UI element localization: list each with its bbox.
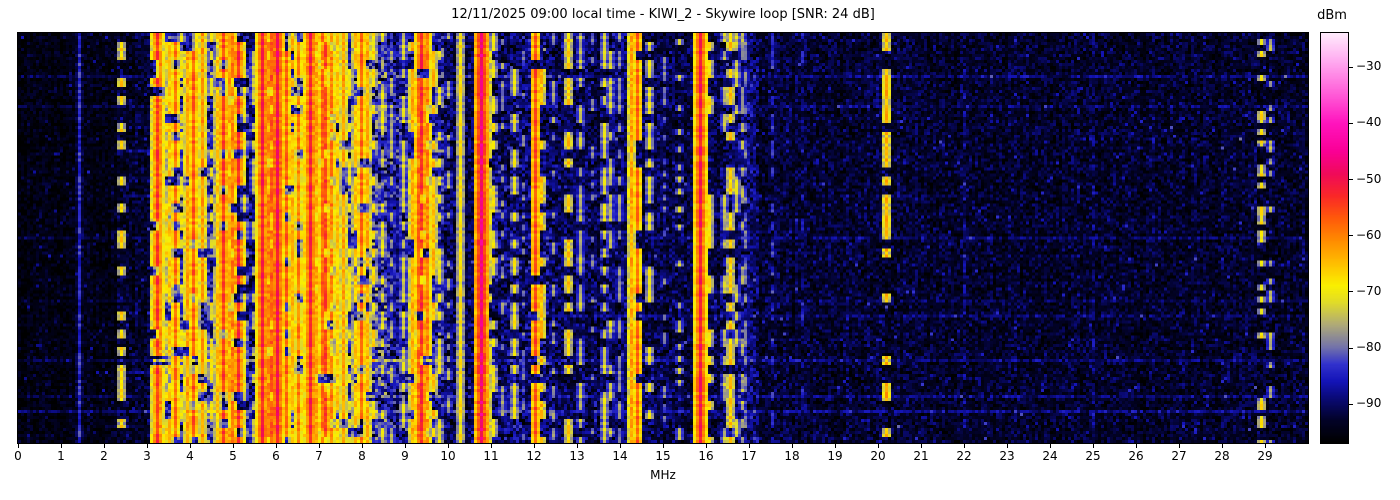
- colorbar-tick-label: −30: [1356, 59, 1382, 73]
- plot-title: 12/11/2025 09:00 local time - KIWI_2 - S…: [451, 7, 875, 22]
- x-tick-label: 11: [483, 449, 499, 463]
- x-tick-label: 10: [440, 449, 456, 463]
- x-tick-label: 27: [1171, 449, 1187, 463]
- x-tick-label: 28: [1214, 449, 1230, 463]
- x-tick-label: 15: [655, 449, 671, 463]
- x-tick-label: 24: [1042, 449, 1058, 463]
- x-tick-label: 7: [315, 449, 323, 463]
- x-tick: [1007, 444, 1008, 448]
- x-tick: [577, 444, 578, 448]
- colorbar-tick-label: −80: [1356, 340, 1382, 354]
- x-tick-label: 22: [956, 449, 972, 463]
- x-tick-label: 25: [1085, 449, 1101, 463]
- x-tick: [61, 444, 62, 448]
- colorbar-tick: [1349, 235, 1353, 236]
- x-axis-label: MHz: [650, 468, 676, 482]
- x-tick: [1265, 444, 1266, 448]
- x-tick-label: 29: [1257, 449, 1273, 463]
- x-tick: [534, 444, 535, 448]
- x-tick-label: 6: [272, 449, 280, 463]
- colorbar: [1320, 32, 1349, 444]
- x-tick: [448, 444, 449, 448]
- x-tick-label: 5: [229, 449, 237, 463]
- x-tick-label: 17: [741, 449, 757, 463]
- x-tick: [706, 444, 707, 448]
- colorbar-tick: [1349, 348, 1353, 349]
- x-tick: [1050, 444, 1051, 448]
- x-tick-label: 1: [57, 449, 65, 463]
- x-tick: [792, 444, 793, 448]
- x-tick-label: 4: [186, 449, 194, 463]
- colorbar-tick-label: −50: [1356, 172, 1382, 186]
- x-tick-label: 3: [143, 449, 151, 463]
- x-tick: [190, 444, 191, 448]
- x-tick: [663, 444, 664, 448]
- x-tick: [1136, 444, 1137, 448]
- x-tick-label: 14: [612, 449, 628, 463]
- x-tick: [835, 444, 836, 448]
- x-tick: [1179, 444, 1180, 448]
- colorbar-tick-label: −70: [1356, 284, 1382, 298]
- x-tick-label: 20: [870, 449, 886, 463]
- x-tick-label: 9: [401, 449, 409, 463]
- x-tick: [405, 444, 406, 448]
- x-tick: [921, 444, 922, 448]
- x-tick: [319, 444, 320, 448]
- x-tick: [1093, 444, 1094, 448]
- x-tick: [276, 444, 277, 448]
- colorbar-tick: [1349, 123, 1353, 124]
- x-tick: [749, 444, 750, 448]
- x-tick: [104, 444, 105, 448]
- x-tick: [964, 444, 965, 448]
- x-tick: [362, 444, 363, 448]
- colorbar-gradient-canvas: [1321, 33, 1348, 443]
- x-tick: [878, 444, 879, 448]
- x-tick: [620, 444, 621, 448]
- x-tick-label: 21: [913, 449, 929, 463]
- x-tick: [233, 444, 234, 448]
- colorbar-title: dBm: [1317, 8, 1347, 23]
- x-tick: [491, 444, 492, 448]
- colorbar-tick: [1349, 179, 1353, 180]
- x-tick: [1222, 444, 1223, 448]
- colorbar-tick: [1349, 67, 1353, 68]
- x-tick-label: 18: [784, 449, 800, 463]
- waterfall-canvas: [18, 33, 1308, 443]
- x-tick-label: 12: [526, 449, 542, 463]
- x-tick-label: 26: [1128, 449, 1144, 463]
- x-tick-label: 19: [827, 449, 843, 463]
- colorbar-tick-label: −60: [1356, 228, 1382, 242]
- x-tick-label: 13: [569, 449, 585, 463]
- x-tick: [147, 444, 148, 448]
- colorbar-tick-label: −40: [1356, 115, 1382, 129]
- colorbar-tick: [1349, 291, 1353, 292]
- x-tick-label: 0: [14, 449, 22, 463]
- x-tick: [18, 444, 19, 448]
- colorbar-tick-label: −90: [1356, 396, 1382, 410]
- colorbar-tick: [1349, 404, 1353, 405]
- waterfall-plot: [17, 32, 1309, 444]
- x-tick-label: 16: [698, 449, 714, 463]
- x-tick-label: 23: [999, 449, 1015, 463]
- x-tick-label: 8: [358, 449, 366, 463]
- x-tick-label: 2: [100, 449, 108, 463]
